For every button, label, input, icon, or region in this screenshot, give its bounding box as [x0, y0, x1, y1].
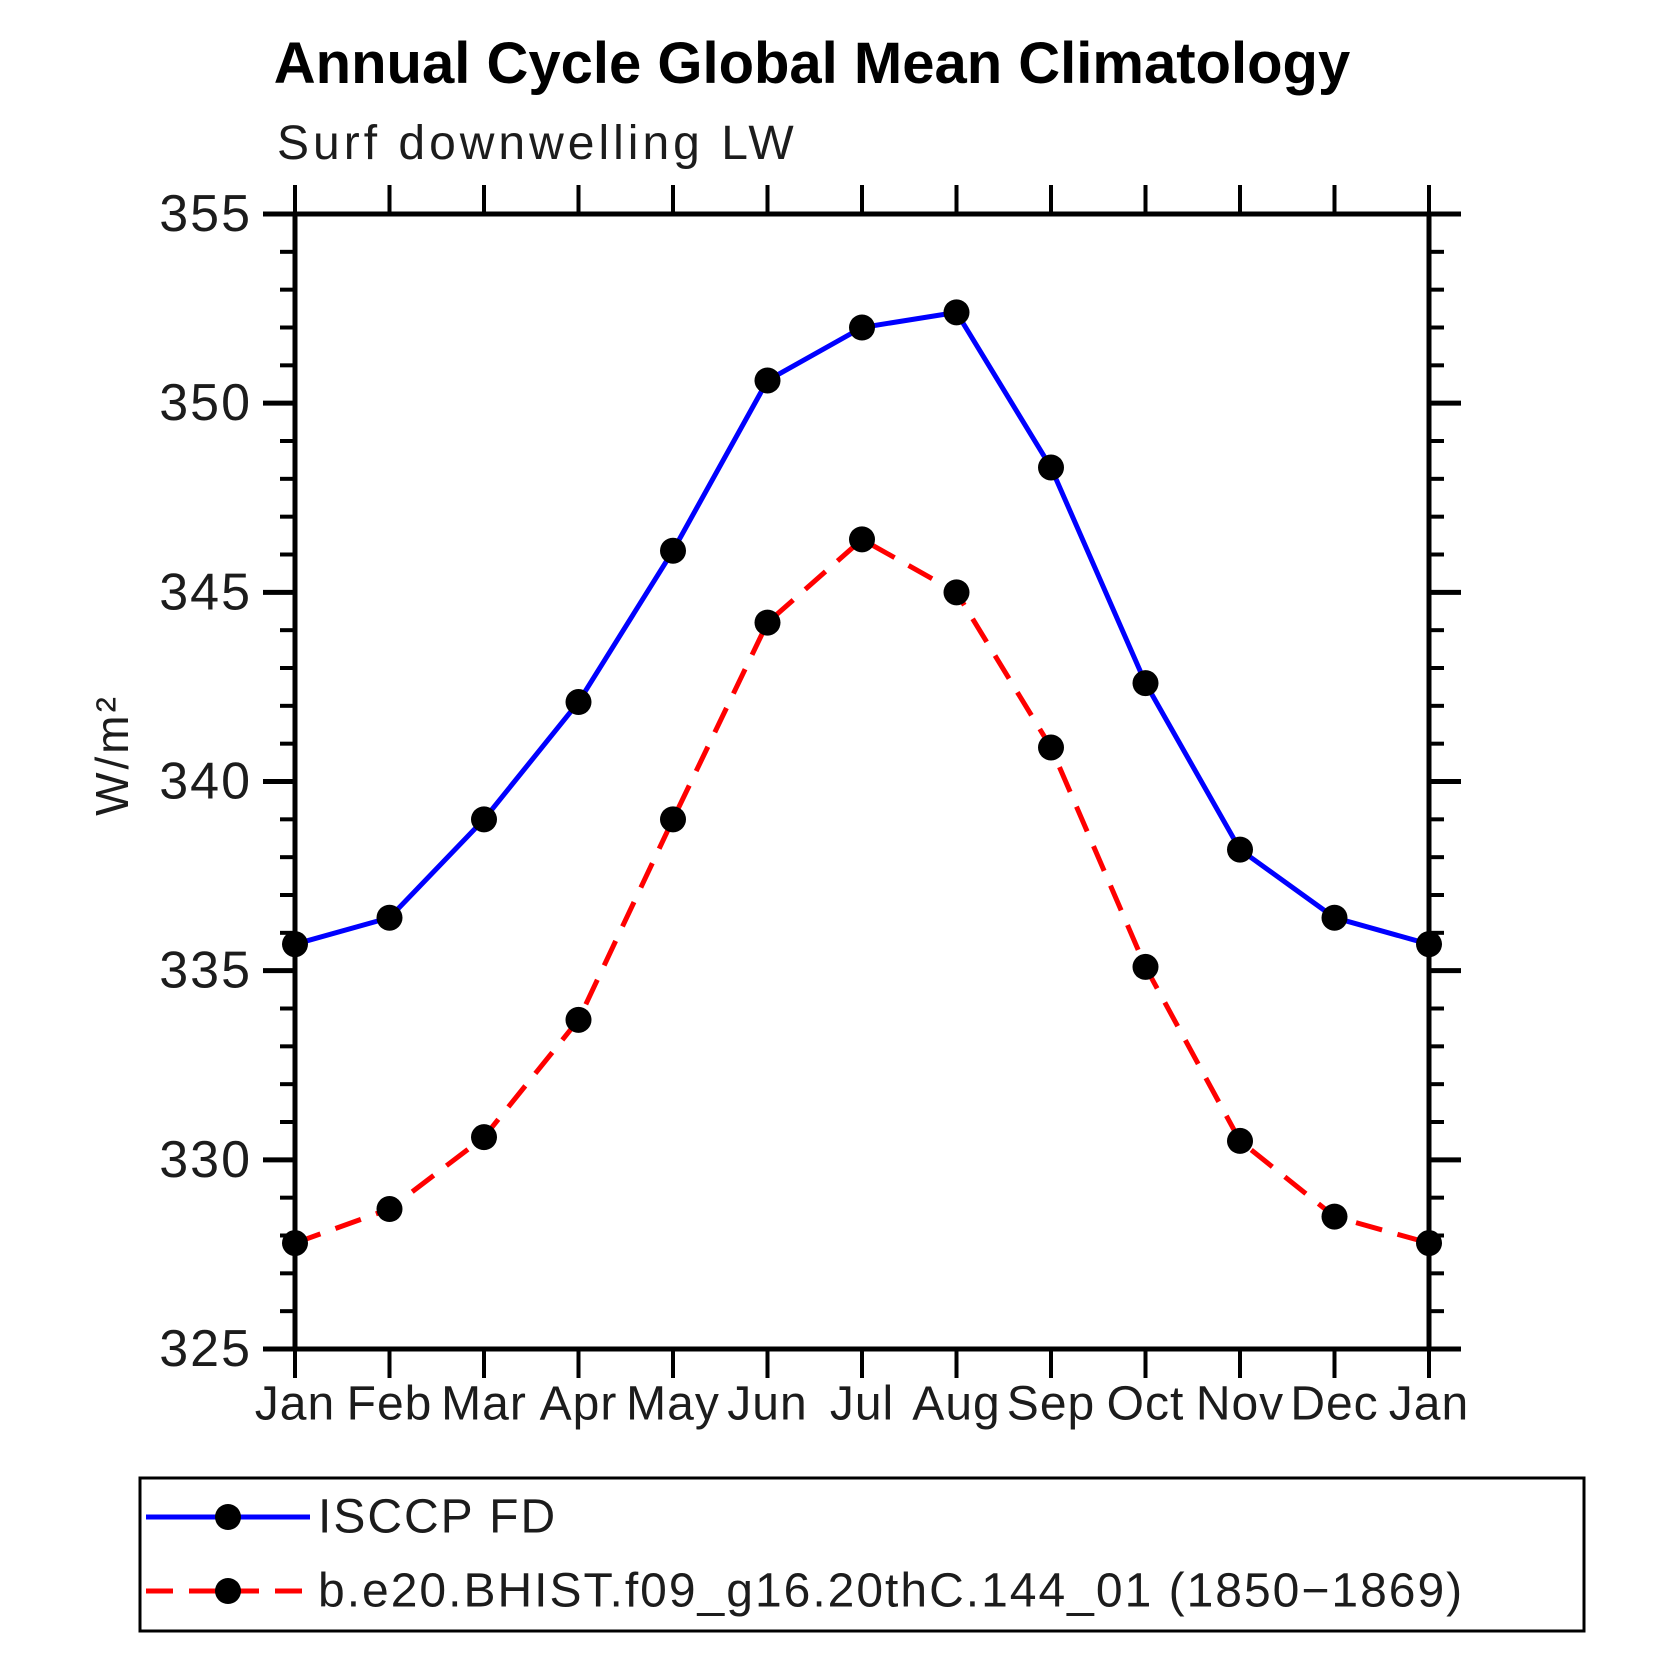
data-point	[1132, 670, 1159, 697]
axis-ticks	[263, 185, 1461, 1378]
data-point	[1416, 931, 1442, 958]
month-label: Sep	[1007, 1378, 1095, 1431]
month-label: Feb	[347, 1378, 433, 1431]
month-label: Jan	[255, 1378, 335, 1431]
month-label: Oct	[1107, 1378, 1185, 1431]
data-point	[1132, 953, 1159, 980]
data-point	[471, 806, 497, 833]
data-point	[1321, 904, 1348, 931]
month-label: Jan	[1389, 1378, 1469, 1431]
legend-label: b.e20.BHIST.f09_g16.20thC.144_01 (1850−1…	[318, 1565, 1464, 1618]
x-tick-labels: Jan Feb Mar Apr May Jun Jul Aug Sep Oct Nov Dec Jan	[255, 1378, 1469, 1431]
data-point	[565, 1006, 592, 1033]
data-point	[943, 579, 970, 606]
month-label: Apr	[540, 1378, 618, 1431]
legend-entry-0: ISCCP FD	[146, 1491, 557, 1544]
series-0	[282, 299, 1442, 958]
data-point	[376, 904, 403, 931]
data-point	[1227, 836, 1253, 863]
month-label: Dec	[1290, 1378, 1378, 1431]
data-point	[1416, 1230, 1442, 1257]
data-point	[1038, 734, 1064, 761]
y-tick-label: 330	[159, 1131, 252, 1189]
legend-marker	[215, 1578, 241, 1604]
legend-marker	[215, 1504, 241, 1530]
data-point	[849, 526, 875, 553]
data-point	[849, 314, 875, 341]
data-point	[1227, 1127, 1253, 1154]
data-point	[1321, 1203, 1348, 1230]
y-tick-label: 340	[159, 753, 252, 811]
legend: ISCCP FD b.e20.BHIST.f09_g16.20thC.144_01…	[138, 1476, 1586, 1633]
chart-title: Annual Cycle Global Mean Climatology	[273, 31, 1351, 96]
data-point	[565, 689, 592, 716]
data-point	[282, 931, 308, 958]
data-point	[376, 1196, 403, 1223]
month-label: Nov	[1196, 1378, 1284, 1431]
data-point	[282, 1230, 308, 1257]
y-tick-label: 335	[159, 942, 252, 1000]
data-point	[1038, 454, 1064, 481]
legend-entry-1: b.e20.BHIST.f09_g16.20thC.144_01 (1850−1…	[146, 1565, 1464, 1618]
data-point	[754, 609, 781, 636]
y-tick-label: 325	[159, 1320, 252, 1378]
y-tick-label: 355	[159, 185, 252, 243]
series-line-0	[294, 309, 1430, 947]
chart-subtitle: Surf downwelling LW	[277, 117, 798, 170]
y-tick-label: 345	[159, 563, 252, 621]
y-tick-label: 350	[159, 374, 252, 432]
month-label: Aug	[912, 1378, 1000, 1431]
series-line-1	[294, 536, 1430, 1246]
y-tick-labels: 325 330 335 340 345 350 355	[159, 185, 252, 1378]
data-point	[943, 299, 970, 326]
data-point	[471, 1124, 497, 1151]
legend-box	[138, 1476, 1586, 1633]
data-point	[660, 537, 686, 564]
month-label: Jul	[830, 1378, 894, 1431]
data-point	[754, 367, 781, 394]
month-label: Jun	[727, 1378, 807, 1431]
plot-frame	[292, 211, 1432, 1352]
data-point	[660, 806, 686, 833]
y-axis-label: W/m²	[86, 694, 138, 816]
month-label: May	[626, 1378, 720, 1431]
month-label: Mar	[441, 1378, 527, 1431]
series-1	[282, 526, 1442, 1257]
legend-label: ISCCP FD	[318, 1491, 557, 1544]
